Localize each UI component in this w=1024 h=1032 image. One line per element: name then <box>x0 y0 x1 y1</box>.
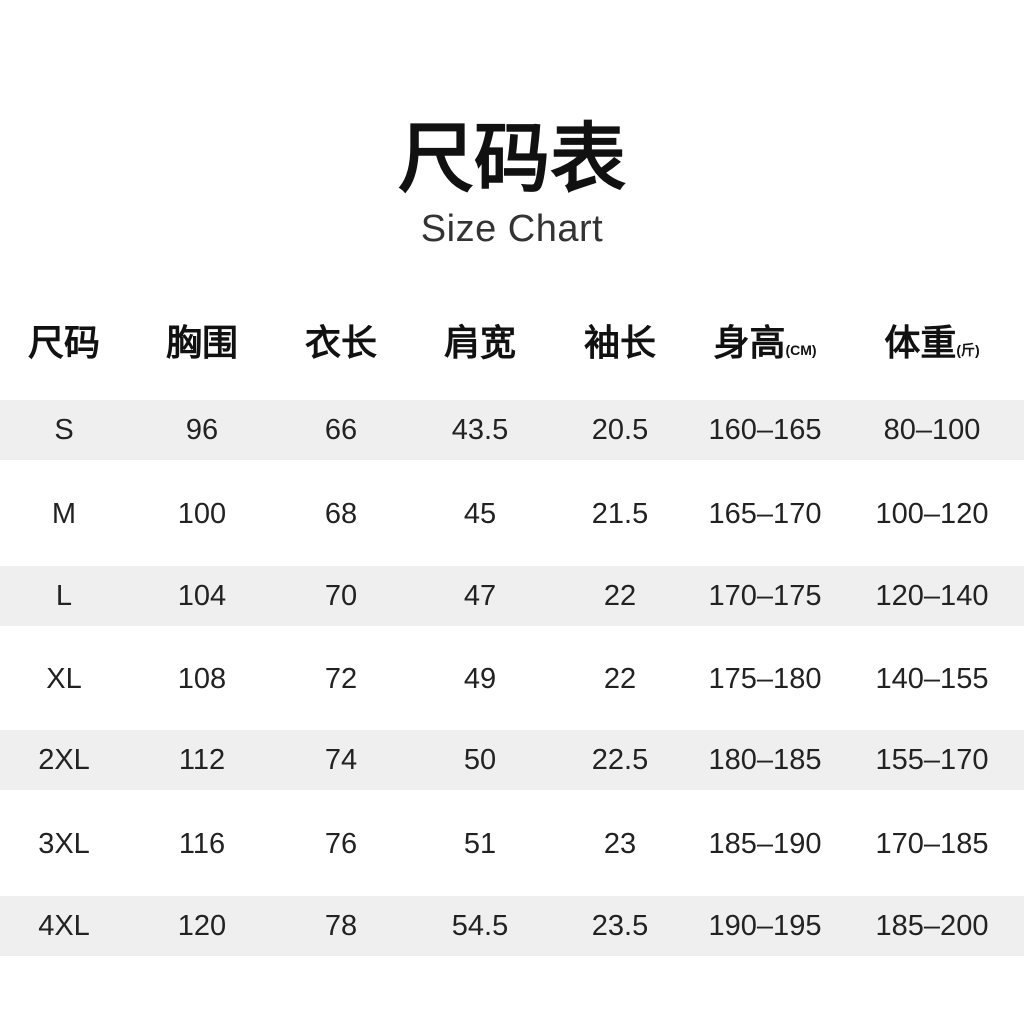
column-header: 身高(CM) <box>675 313 855 373</box>
table-cell: 170–175 <box>708 580 822 612</box>
table-cell: 180–185 <box>708 744 822 776</box>
table-cell: 22 <box>603 663 637 695</box>
table-cell: 22 <box>603 580 637 612</box>
table-cell: 165–170 <box>708 498 822 530</box>
column-header-unit: (CM) <box>785 342 817 358</box>
table-cell: 80–100 <box>883 414 981 446</box>
table-cell: 108 <box>177 663 227 695</box>
column-header: 胸围 <box>112 313 292 373</box>
table-cell: L <box>55 580 73 612</box>
table-cell: 175–180 <box>708 663 822 695</box>
table-cell: M <box>51 498 77 530</box>
table-cell: 100–120 <box>875 498 989 530</box>
column-header: 衣长 <box>251 313 431 373</box>
table-row: S 96 66 43.5 20.5 160–165 80–100 <box>0 400 1024 460</box>
table-cell: 120 <box>177 910 227 942</box>
table-cell: 72 <box>324 663 358 695</box>
column-header-label: 衣长 <box>304 322 377 363</box>
table-cell: 96 <box>185 414 219 446</box>
table-cell: 23 <box>603 828 637 860</box>
table-header: 尺码 胸围 衣长 肩宽 袖长 身高(CM) 体重(斤) <box>0 313 1024 373</box>
table-cell: 170–185 <box>875 828 989 860</box>
table-row: 3XL 116 76 51 23 185–190 170–185 <box>0 814 1024 874</box>
table-cell: 45 <box>463 498 497 530</box>
table-cell: 185–190 <box>708 828 822 860</box>
table-cell: 70 <box>324 580 358 612</box>
table-cell: 140–155 <box>875 663 989 695</box>
column-header-label: 尺码 <box>27 322 100 363</box>
table-cell: 76 <box>324 828 358 860</box>
table-cell: 50 <box>463 744 497 776</box>
column-header-label: 体重 <box>884 322 957 363</box>
table-cell: 68 <box>324 498 358 530</box>
table-cell: 23.5 <box>591 910 649 942</box>
table-cell: 120–140 <box>875 580 989 612</box>
column-header-label: 胸围 <box>165 322 238 363</box>
table-cell: 155–170 <box>875 744 989 776</box>
column-header-label: 肩宽 <box>443 322 516 363</box>
table-cell: 100 <box>177 498 227 530</box>
table-cell: 112 <box>178 744 226 776</box>
column-header-unit: (斤) <box>956 342 980 358</box>
column-header: 肩宽 <box>390 313 570 373</box>
column-header: 尺码 <box>0 313 154 373</box>
table-cell: 20.5 <box>591 414 649 446</box>
table-cell: 3XL <box>38 828 90 860</box>
table-cell: 74 <box>324 744 358 776</box>
table-cell: 104 <box>177 580 227 612</box>
table-row: M 100 68 45 21.5 165–170 100–120 <box>0 484 1024 544</box>
table-cell: 2XL <box>38 744 90 776</box>
table-row: L 104 70 47 22 170–175 120–140 <box>0 566 1024 626</box>
table-cell: 185–200 <box>875 910 989 942</box>
table-cell: 190–195 <box>708 910 822 942</box>
table-cell: 43.5 <box>451 414 509 446</box>
table-cell: 49 <box>463 663 497 695</box>
table-cell: 22.5 <box>591 744 649 776</box>
table-cell: 66 <box>324 414 358 446</box>
table-cell: 78 <box>324 910 358 942</box>
table-cell: S <box>54 414 74 446</box>
table-cell: XL <box>46 663 82 695</box>
table-cell: 4XL <box>38 910 90 942</box>
table-cell: 21.5 <box>591 498 649 530</box>
table-cell: 54.5 <box>451 910 509 942</box>
column-header: 袖长 <box>530 313 710 373</box>
table-row: 4XL 120 78 54.5 23.5 190–195 185–200 <box>0 896 1024 956</box>
page-title: 尺码表 <box>398 117 626 202</box>
page-subtitle: Size Chart <box>420 208 604 250</box>
column-header-label: 身高 <box>713 322 786 363</box>
table-cell: 47 <box>463 580 497 612</box>
column-header-label: 袖长 <box>583 322 656 363</box>
table-row: 2XL 112 74 50 22.5 180–185 155–170 <box>0 730 1024 790</box>
table-cell: 51 <box>463 828 497 860</box>
column-header: 体重(斤) <box>842 313 1022 373</box>
table-cell: 116 <box>178 828 226 860</box>
table-row: XL 108 72 49 22 175–180 140–155 <box>0 649 1024 709</box>
table-cell: 160–165 <box>708 414 822 446</box>
